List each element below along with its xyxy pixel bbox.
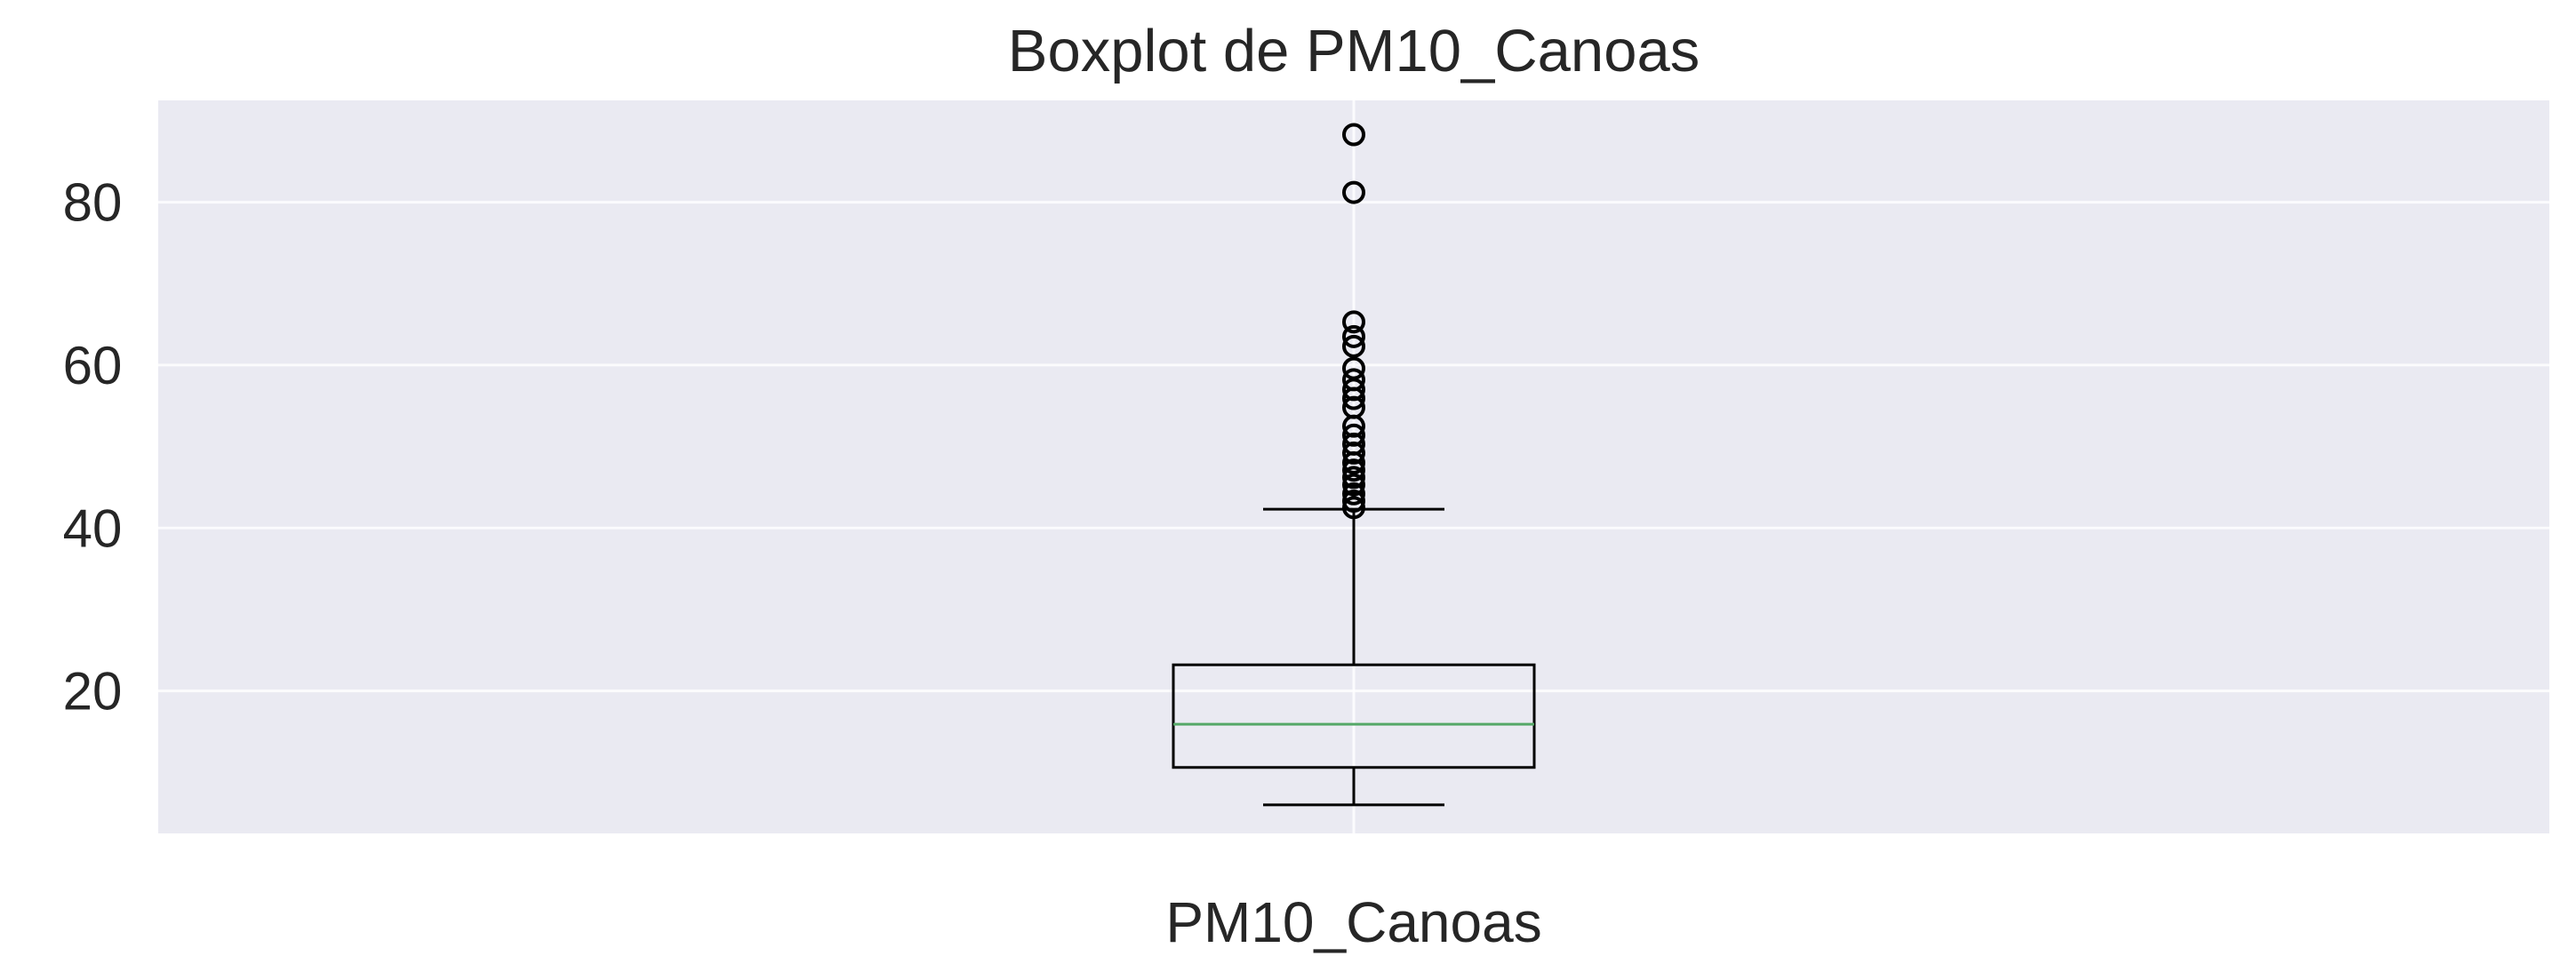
outlier-point [1342,458,1365,482]
box-group [1172,123,1536,807]
outlier-point [1342,482,1365,506]
y-tick-label: 40 [63,498,123,558]
y-axis-ticks: 20 40 60 80 [63,173,123,721]
outlier-point [1342,490,1365,513]
iqr-box [1172,663,1536,769]
y-tick-label: 80 [63,173,123,233]
outlier-point [1342,450,1365,474]
outlier-point [1342,441,1365,465]
outlier-point [1342,180,1365,204]
outlier-point [1342,123,1365,147]
outlier-point [1342,324,1365,348]
outlier-point [1342,310,1365,334]
outlier-point [1342,386,1365,410]
outlier-point [1342,334,1365,358]
x-tick-label: PM10_Canoas [1165,890,1541,954]
outlier-point [1342,466,1365,490]
x-axis-categories: PM10_Canoas [1165,890,1541,954]
outlier-point [1342,496,1365,520]
y-tick-label: 20 [63,662,123,721]
chart-title: Boxplot de PM10_Canoas [1008,18,1700,84]
outlier-point [1342,473,1365,497]
y-tick-label: 60 [63,336,123,395]
